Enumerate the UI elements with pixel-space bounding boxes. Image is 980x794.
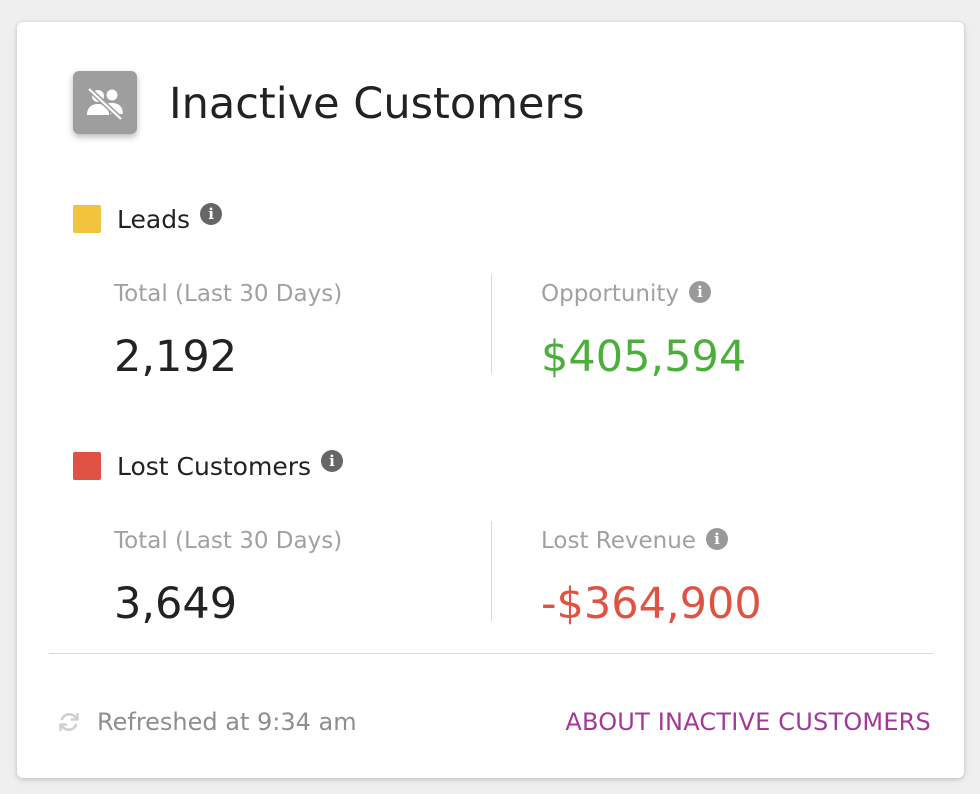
footer-divider (49, 653, 933, 654)
inactive-customers-icon (73, 71, 137, 134)
refresh-icon[interactable] (57, 710, 81, 734)
lost-customers-info-icon[interactable]: i (321, 450, 344, 472)
refreshed-text: Refreshed at 9:34 am (97, 708, 357, 736)
opportunity-info-icon[interactable]: i (689, 281, 712, 303)
leads-section-header: Leads i (73, 203, 223, 235)
lost-revenue-label: Lost Revenue i (541, 528, 728, 554)
lost-total-value: 3,649 (114, 579, 238, 629)
lost-customers-section-header: Lost Customers i (73, 450, 344, 482)
leads-color-swatch (73, 205, 101, 233)
lost-divider (491, 521, 492, 621)
leads-total-label-text: Total (Last 30 Days) (114, 281, 343, 307)
leads-total-value: 2,192 (114, 332, 238, 382)
leads-label: Leads (117, 204, 191, 234)
lost-revenue-value: -$364,900 (541, 579, 762, 629)
card-title: Inactive Customers (169, 79, 585, 129)
opportunity-label: Opportunity i (541, 281, 712, 307)
lost-revenue-label-text: Lost Revenue (541, 528, 696, 554)
opportunity-value: $405,594 (541, 332, 747, 382)
opportunity-label-text: Opportunity (541, 281, 680, 307)
inactive-customers-card: Inactive Customers Leads i Total (Last 3… (17, 22, 964, 778)
lost-total-label: Total (Last 30 Days) (114, 528, 342, 554)
lost-revenue-info-icon[interactable]: i (705, 528, 728, 550)
lost-customers-label: Lost Customers (117, 451, 312, 481)
group-off-icon (87, 86, 123, 121)
leads-info-icon[interactable]: i (200, 203, 223, 225)
lost-total-label-text: Total (Last 30 Days) (114, 528, 343, 554)
refresh-status: Refreshed at 9:34 am (57, 708, 357, 736)
lost-customers-color-swatch (73, 452, 101, 480)
about-inactive-customers-link[interactable]: ABOUT INACTIVE CUSTOMERS (565, 708, 931, 736)
leads-total-label: Total (Last 30 Days) (114, 281, 342, 307)
leads-divider (491, 274, 492, 374)
